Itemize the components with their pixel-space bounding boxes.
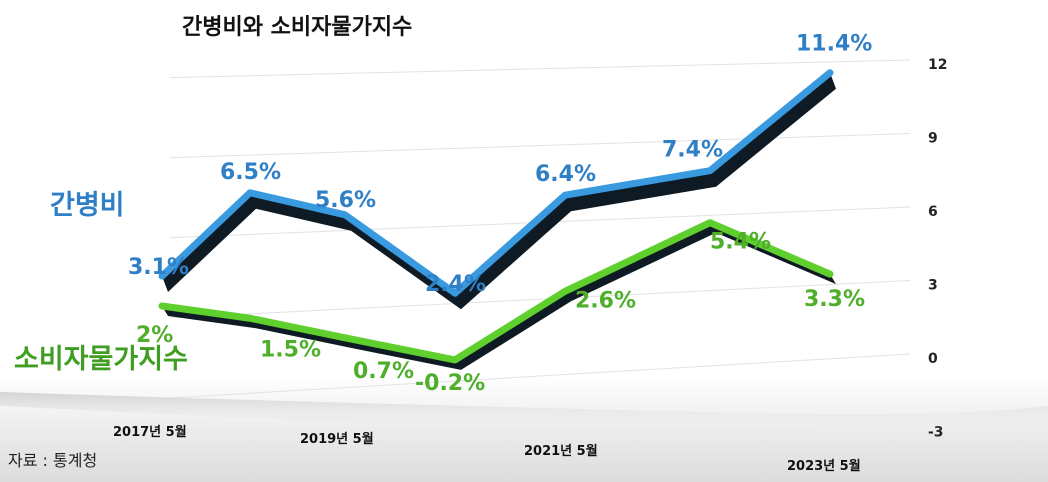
y-tick-label: 9 — [928, 131, 938, 147]
data-label: 2% — [136, 323, 173, 348]
data-point — [247, 315, 253, 322]
series-ribbon-side — [162, 72, 836, 310]
data-label: 2.6% — [575, 288, 636, 313]
x-tick-label: 2019년 5월 — [300, 431, 374, 447]
grid-line — [169, 133, 911, 159]
data-point — [452, 356, 458, 363]
x-axis: 2017년 5월 2019년 5월 2021년 5월 2023년 5월 — [113, 424, 861, 474]
data-point — [827, 69, 833, 76]
series-name-ganbyeongbi: 간병비 — [50, 190, 125, 221]
y-tick-label: 6 — [928, 204, 938, 220]
data-label: 7.4% — [662, 138, 723, 163]
y-tick-label: 0 — [928, 351, 938, 367]
data-label: 1.5% — [260, 337, 321, 362]
data-label: -0.2% — [415, 371, 485, 396]
series-name-cpi: 소비자물가지수 — [14, 344, 188, 375]
data-label: 11.4% — [796, 32, 872, 57]
series-ganbyeongbi: 3.1% 6.5% 5.6% 2.4% 6.4% 7.4% 11.4% — [128, 32, 872, 310]
grid-line — [169, 280, 911, 319]
data-label: 5.6% — [315, 188, 376, 213]
data-point — [247, 189, 253, 196]
data-label: 0.7% — [353, 359, 414, 384]
grid-line — [169, 59, 911, 79]
source-note: 자료 : 통계청 — [8, 451, 97, 470]
data-label: 2.4% — [425, 272, 486, 297]
data-label: 6.5% — [220, 160, 281, 185]
grid-line — [169, 353, 911, 399]
data-point — [159, 273, 165, 280]
data-point — [707, 219, 713, 226]
x-tick-label: 2017년 5월 — [113, 424, 187, 440]
series-ribbon-side — [162, 222, 836, 370]
x-tick-label: 2023년 5월 — [787, 458, 861, 474]
data-point — [562, 192, 568, 199]
data-point — [707, 167, 713, 174]
data-label: 3.3% — [804, 287, 865, 312]
y-tick-label: 12 — [928, 57, 947, 73]
data-point — [562, 288, 568, 295]
data-point — [342, 334, 348, 341]
y-tick-label: 3 — [928, 278, 938, 294]
floor-shadow — [0, 392, 1048, 432]
data-point — [827, 271, 833, 278]
data-point — [452, 290, 458, 297]
data-label: 5.4% — [710, 230, 771, 255]
x-tick-label: 2021년 5월 — [524, 443, 598, 459]
data-label: 6.4% — [535, 162, 596, 187]
data-point — [159, 303, 165, 309]
data-point — [342, 211, 348, 218]
chart-title: 간병비와 소비자물가지수 — [182, 15, 412, 40]
series-cpi: 2% 1.5% 0.7% -0.2% 2.6% 5.4% 3.3% — [136, 219, 865, 396]
data-label: 3.1% — [128, 255, 189, 280]
